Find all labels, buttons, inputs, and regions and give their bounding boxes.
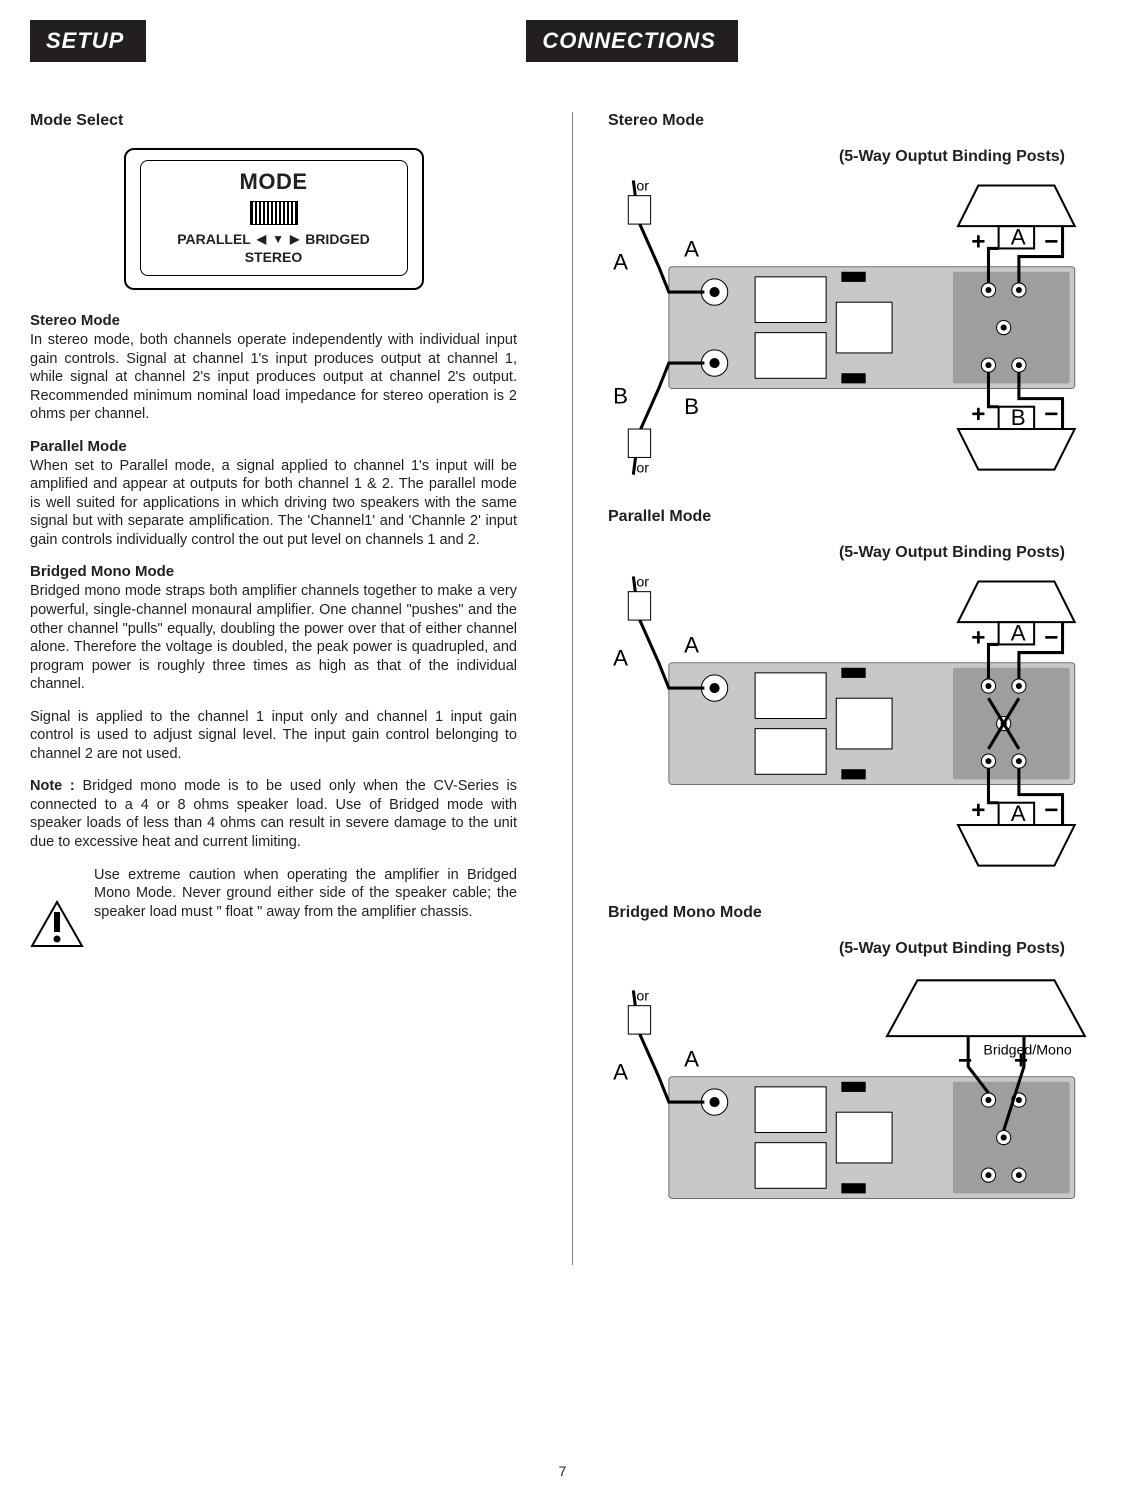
label-parallel: PARALLEL: [177, 231, 251, 247]
svg-text:A: A: [684, 633, 699, 658]
page-number: 7: [559, 1463, 567, 1479]
label-bridged: BRIDGED: [305, 231, 370, 247]
svg-text:+: +: [971, 228, 985, 255]
diagram-parallel: A + − A + − or A A: [608, 566, 1095, 871]
heading-parallel-mode: Parallel Mode: [30, 438, 517, 455]
svg-text:+: +: [971, 401, 985, 428]
column-connections: Stereo Mode (5-Way Ouptut Binding Posts)…: [572, 112, 1095, 1265]
svg-text:A: A: [684, 1047, 699, 1072]
diagram-stereo: A + − B + −: [608, 170, 1095, 475]
svg-text:A: A: [613, 646, 628, 671]
heading-bridged-mode: Bridged Mono Mode: [30, 563, 517, 580]
input-b-label: B: [613, 384, 628, 409]
heading-stereo-diagram: Stereo Mode: [608, 112, 1095, 130]
svg-text:A: A: [1011, 801, 1026, 826]
mode-switch-icon: [250, 201, 298, 225]
svg-text:−: −: [1044, 228, 1058, 255]
speaker-b-label: B: [1011, 405, 1026, 430]
diagram-bridged: Bridged/Mono −+ or A A: [608, 962, 1095, 1232]
triangle-right-icon: ▶: [290, 232, 299, 246]
tab-setup: SETUP: [30, 20, 146, 62]
text-bridged-1: Bridged mono mode straps both amplifier …: [30, 582, 517, 693]
svg-text:or: or: [636, 989, 649, 1005]
label-binding-posts-3: (5-Way Output Binding Posts): [608, 940, 1065, 958]
input-a-label-2: A: [684, 237, 699, 262]
speaker-a-label: A: [1011, 224, 1026, 249]
svg-text:A: A: [613, 1060, 628, 1085]
note-body-2: Use extreme caution when operating the a…: [94, 866, 517, 948]
or-label-1: or: [636, 179, 649, 195]
heading-stereo-mode: Stereo Mode: [30, 312, 517, 329]
warning-icon: [30, 900, 84, 948]
svg-text:CH 1: CH 1: [843, 275, 857, 282]
triangle-down-icon: ▼: [272, 232, 284, 246]
svg-text:+: +: [971, 624, 985, 651]
svg-text:+: +: [971, 797, 985, 824]
note-label: Note :: [30, 778, 82, 794]
label-binding-posts-2: (5-Way Output Binding Posts): [608, 544, 1065, 562]
heading-mode-select: Mode Select: [30, 112, 517, 130]
mode-title: MODE: [151, 169, 397, 195]
svg-text:−: −: [1044, 401, 1058, 428]
triangle-left-icon: ◀: [257, 232, 266, 246]
svg-text:−: −: [1044, 797, 1058, 824]
tab-connections: CONNECTIONS: [526, 20, 738, 62]
svg-text:A: A: [1011, 620, 1026, 645]
label-binding-posts-1: (5-Way Ouptut Binding Posts): [608, 148, 1065, 166]
text-bridged-2: Signal is applied to the channel 1 input…: [30, 708, 517, 764]
svg-text:+: +: [1014, 1048, 1028, 1075]
heading-bridged-diagram: Bridged Mono Mode: [608, 904, 1095, 922]
input-b-label-2: B: [684, 394, 699, 419]
label-stereo: STEREO: [151, 249, 397, 265]
note-body-1: Bridged mono mode is to be used only whe…: [30, 778, 517, 850]
text-parallel: When set to Parallel mode, a signal appl…: [30, 457, 517, 550]
text-note: Note : Bridged mono mode is to be used o…: [30, 777, 517, 851]
heading-parallel-diagram: Parallel Mode: [608, 508, 1095, 526]
input-a-label: A: [613, 250, 628, 275]
text-stereo: In stereo mode, both channels operate in…: [30, 331, 517, 424]
column-setup: Mode Select MODE PARALLEL ◀ ▼ ▶ BRIDGED …: [30, 112, 517, 1265]
svg-text:−: −: [1044, 624, 1058, 651]
or-label-2: or: [636, 461, 649, 475]
svg-text:or: or: [636, 575, 649, 591]
mode-selector-diagram: MODE PARALLEL ◀ ▼ ▶ BRIDGED STEREO: [124, 148, 424, 290]
